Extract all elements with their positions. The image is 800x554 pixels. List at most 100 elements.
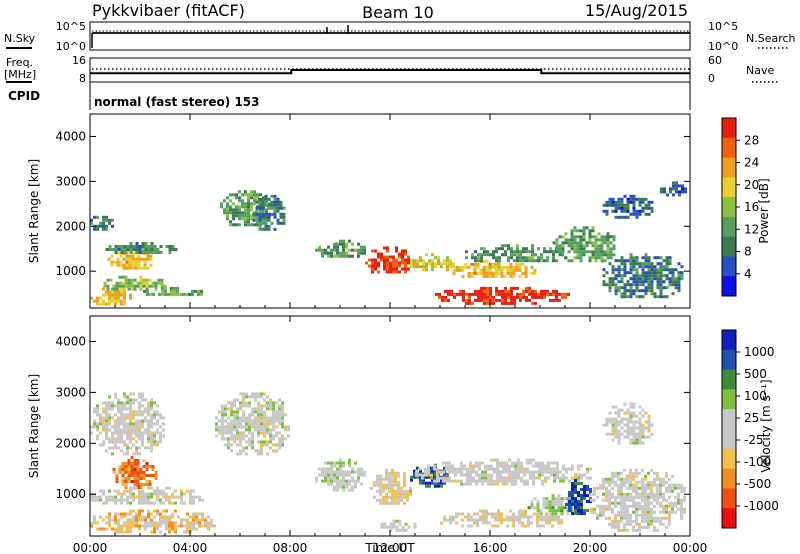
power-cell (543, 247, 546, 251)
velocity-cell (461, 512, 464, 516)
velocity-cell (526, 461, 529, 465)
velocity-cell (99, 498, 102, 502)
power-cell (629, 262, 633, 266)
freq-tick-low: 8 (79, 72, 86, 85)
velocity-cell (93, 495, 96, 499)
velocity-cell (626, 480, 629, 484)
power-cell (558, 247, 562, 251)
velocity-cell (266, 416, 269, 420)
velocity-cell (159, 425, 162, 429)
power-cell (600, 250, 604, 254)
power-cell (606, 241, 610, 245)
power-cell (594, 244, 598, 248)
power-cell (561, 295, 564, 299)
power-cell (477, 292, 480, 296)
velocity-cell (102, 422, 105, 426)
velocity-cell (102, 501, 105, 505)
velocity-cell (611, 507, 614, 511)
velocity-cell (626, 420, 630, 424)
power-cell (270, 200, 274, 204)
power-cell (130, 281, 134, 285)
power-cell (252, 218, 256, 222)
velocity-cbar-label: -25 (744, 433, 764, 447)
power-cell (638, 277, 642, 281)
velocity-cell (517, 476, 520, 480)
velocity-cell (123, 395, 126, 399)
velocity-cell (126, 401, 129, 405)
velocity-cell (443, 472, 446, 476)
power-cell (220, 205, 223, 209)
power-cell (386, 258, 389, 262)
power-cell (253, 193, 256, 197)
power-cell (617, 286, 621, 290)
power-cell (617, 259, 621, 263)
velocity-cell (580, 464, 583, 468)
power-cell (680, 265, 684, 269)
power-cell (522, 250, 525, 254)
power-cell (389, 267, 392, 271)
power-cell (591, 250, 595, 254)
power-cell (603, 250, 607, 254)
power-cell (600, 244, 604, 248)
velocity-cell (278, 410, 281, 414)
power-cell (125, 263, 129, 267)
nsky-tick-high: 10^5 (56, 20, 86, 33)
power-cell (255, 209, 259, 213)
velocity-cell (425, 481, 428, 485)
velocity-cell (239, 422, 242, 426)
power-cell (342, 248, 345, 252)
velocity-cell (210, 518, 213, 522)
velocity-cell (147, 422, 150, 426)
power-cell (620, 206, 624, 210)
velocity-cell (120, 449, 123, 453)
velocity-cell (571, 467, 574, 471)
velocity-cell (174, 521, 177, 525)
velocity-cell (192, 501, 195, 505)
velocity-cell (174, 495, 177, 499)
power-cell (623, 209, 627, 213)
power-cell (428, 262, 431, 266)
velocity-cell (189, 501, 192, 505)
velocity-cell (189, 524, 192, 528)
power-cell (333, 254, 336, 258)
velocity-cell (108, 428, 111, 432)
velocity-cell (560, 521, 563, 525)
power-cell (650, 289, 654, 293)
velocity-cell (117, 428, 120, 432)
velocity-cell (620, 480, 623, 484)
power-cell (666, 193, 669, 197)
power-cell (570, 244, 574, 248)
power-cell (555, 250, 558, 254)
power-cell (106, 284, 110, 288)
velocity-cbar-swatch (722, 429, 736, 450)
power-cell (413, 259, 416, 263)
power-cell (256, 223, 259, 227)
velocity-cell (490, 458, 493, 462)
velocity-cell (357, 476, 360, 480)
velocity-cell (512, 524, 515, 528)
power-cell (179, 292, 182, 296)
velocity-cell (605, 498, 608, 502)
velocity-cell (434, 484, 437, 488)
power-cell (650, 283, 654, 287)
velocity-cell (233, 440, 236, 444)
velocity-cell (135, 495, 138, 499)
power-cell (558, 244, 562, 248)
velocity-cell (502, 479, 505, 483)
velocity-cell (539, 515, 542, 519)
velocity-cell (126, 434, 129, 438)
velocity-cell (171, 521, 174, 525)
velocity-cell (647, 525, 650, 529)
power-cell (659, 271, 663, 275)
power-cell (443, 259, 446, 263)
velocity-cell (342, 476, 345, 480)
power-cell (614, 209, 618, 213)
velocity-cell (245, 446, 248, 450)
velocity-cell (248, 437, 251, 441)
velocity-cell (183, 524, 186, 528)
power-cell (597, 256, 601, 260)
velocity-cell (472, 479, 475, 483)
velocity-cell (484, 479, 487, 483)
velocity-cell (162, 501, 165, 505)
power-cell (644, 212, 648, 216)
